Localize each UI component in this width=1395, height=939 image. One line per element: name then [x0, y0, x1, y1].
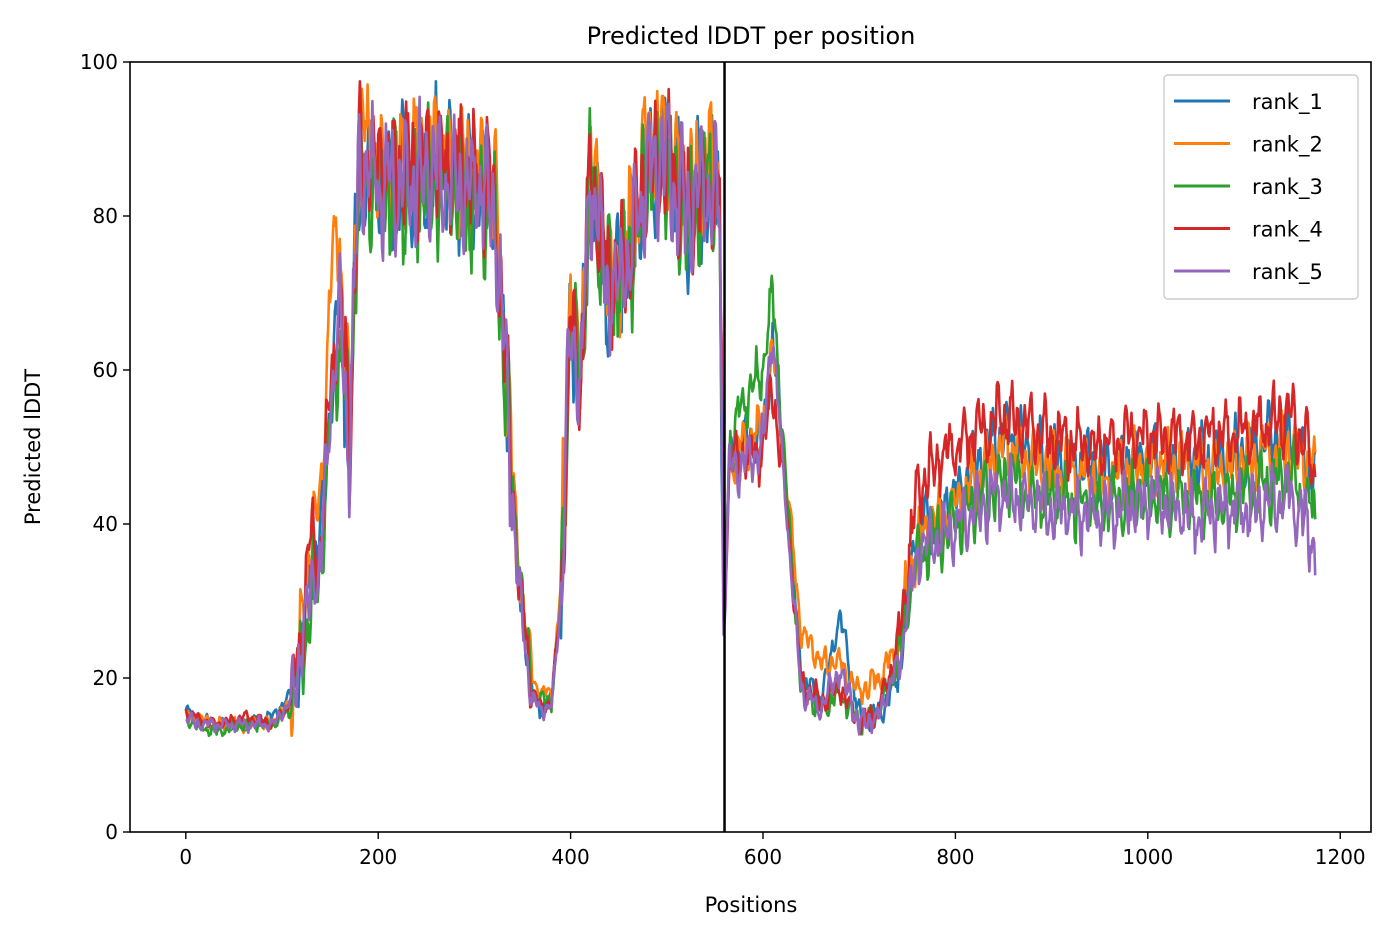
legend-label-rank_1: rank_1: [1252, 90, 1323, 115]
legend-label-rank_3: rank_3: [1252, 175, 1323, 200]
y-tick-label: 40: [93, 512, 118, 536]
y-tick-label: 100: [80, 50, 118, 74]
lddt-line-chart: Predicted lDDT per position 020040060080…: [0, 0, 1395, 939]
x-tick-label: 0: [179, 845, 192, 869]
y-tick-label: 80: [93, 204, 118, 228]
y-tick-label: 60: [93, 358, 118, 382]
y-tick-label: 0: [105, 820, 118, 844]
x-tick-label: 800: [936, 845, 974, 869]
y-axis-title: Predicted lDDT: [21, 369, 45, 525]
x-tick-label: 600: [744, 845, 782, 869]
legend-label-rank_2: rank_2: [1252, 133, 1323, 158]
legend: rank_1 rank_2 rank_3 rank_4 rank_5: [1164, 75, 1358, 299]
legend-label-rank_5: rank_5: [1252, 260, 1323, 285]
x-tick-label: 1200: [1315, 845, 1366, 869]
x-tick-label: 200: [359, 845, 397, 869]
y-tick-label: 20: [93, 666, 118, 690]
chart-title: Predicted lDDT per position: [587, 22, 916, 50]
legend-label-rank_4: rank_4: [1252, 218, 1323, 243]
x-tick-label: 1000: [1122, 845, 1173, 869]
x-tick-label: 400: [552, 845, 590, 869]
x-axis-title: Positions: [705, 893, 798, 917]
